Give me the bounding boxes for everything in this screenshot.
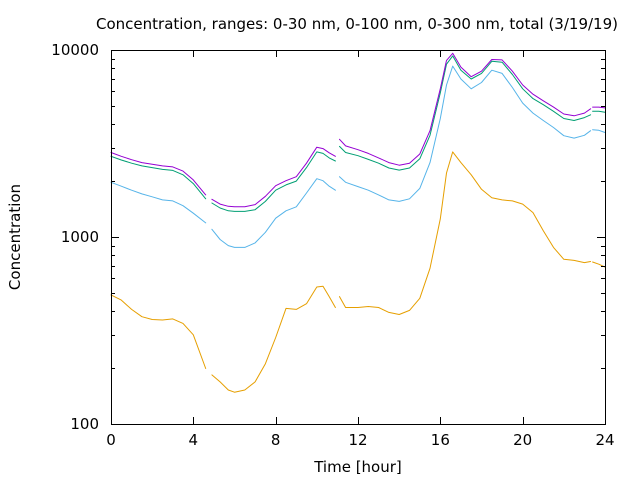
series-1 bbox=[110, 151, 606, 393]
series-layer bbox=[110, 52, 606, 393]
x-tick-label: 24 bbox=[595, 431, 614, 449]
y-axis-label: Concentration bbox=[6, 184, 24, 290]
y-tick-label: 10000 bbox=[51, 41, 99, 59]
series-line-segment bbox=[211, 178, 336, 248]
series-line-segment bbox=[339, 151, 592, 315]
series-line-segment bbox=[211, 146, 336, 208]
series-line-segment bbox=[110, 294, 207, 369]
y-tick-label: 1000 bbox=[61, 228, 99, 246]
series-2 bbox=[110, 65, 606, 248]
series-3 bbox=[110, 55, 606, 212]
series-line-segment bbox=[339, 52, 592, 166]
series-line-segment bbox=[592, 110, 606, 113]
series-line-segment bbox=[592, 129, 606, 133]
series-line-segment bbox=[110, 181, 207, 224]
x-tick-label: 0 bbox=[106, 431, 116, 449]
x-tick-label: 12 bbox=[348, 431, 367, 449]
series-line-segment bbox=[339, 65, 592, 202]
chart-title: Concentration, ranges: 0-30 nm, 0-100 nm… bbox=[96, 15, 618, 33]
series-line-segment bbox=[211, 285, 336, 393]
series-line-segment bbox=[592, 106, 606, 109]
series-line-segment bbox=[110, 152, 207, 196]
x-tick-label: 4 bbox=[189, 431, 199, 449]
x-axis-label: Time [hour] bbox=[313, 458, 402, 476]
series-line-segment bbox=[339, 55, 592, 171]
series-line-segment bbox=[110, 155, 207, 200]
x-tick-label: 20 bbox=[513, 431, 532, 449]
axis-ticks: 0 4 8 12 16 20 24 100 1000 10000 bbox=[51, 41, 614, 449]
series-4 bbox=[110, 52, 606, 208]
x-tick-label: 16 bbox=[431, 431, 450, 449]
y-tick-label: 100 bbox=[70, 415, 99, 433]
plot-frame bbox=[111, 50, 606, 425]
x-tick-label: 8 bbox=[271, 431, 281, 449]
series-line-segment bbox=[211, 151, 336, 212]
